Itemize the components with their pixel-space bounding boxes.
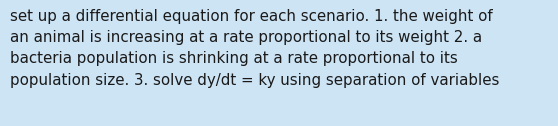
Text: set up a differential equation for each scenario. 1. the weight of
an animal is : set up a differential equation for each … <box>10 9 499 88</box>
